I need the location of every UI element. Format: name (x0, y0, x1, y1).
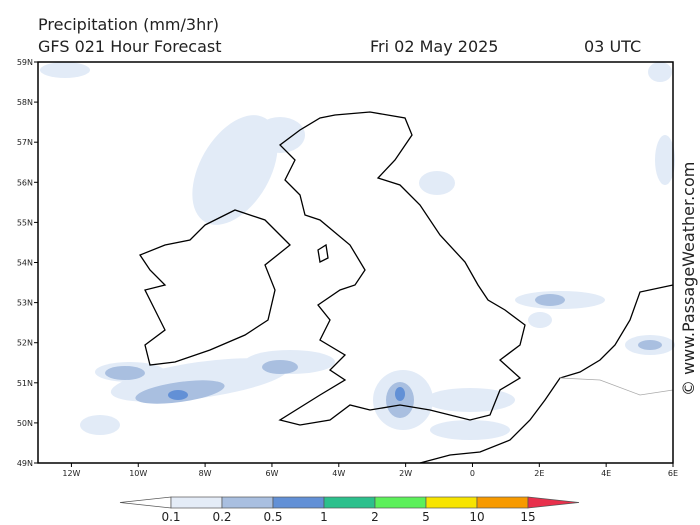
border (559, 377, 674, 396)
great-britain (278, 111, 526, 426)
lon-label: 6E (668, 469, 678, 478)
colorbar-label: 5 (422, 510, 430, 524)
lon-label: 10W (129, 469, 147, 478)
date: Fri 02 May 2025 (370, 37, 498, 56)
colorbar-label: 0.5 (263, 510, 282, 524)
lat-label: 50N (17, 419, 33, 428)
lat-label: 52N (17, 339, 33, 348)
lat-label: 49N (17, 459, 33, 468)
colorbar-cell (374, 496, 427, 509)
colorbar-cell (272, 496, 325, 509)
ireland (139, 209, 291, 366)
colorbar-label: 2 (371, 510, 379, 524)
lon-label: 6W (265, 469, 278, 478)
colorbar-cell (170, 496, 223, 509)
sea (38, 62, 673, 463)
isle-of-man (317, 243, 329, 263)
colorbar-cell (323, 496, 376, 509)
lon-label: 12W (62, 469, 80, 478)
colorbar-cell (425, 496, 478, 509)
title: Precipitation (mm/3hr) (38, 15, 219, 34)
lat-label: 51N (17, 379, 33, 388)
lon-label: 4W (332, 469, 345, 478)
lat-label: 56N (17, 178, 33, 187)
colorbar-label: 0.1 (161, 510, 180, 524)
lat-label: 53N (17, 299, 33, 308)
colorbar-high (527, 496, 580, 509)
lat-label: 57N (17, 138, 33, 147)
colorbar: 0.1 0.2 0.5 1 2 5 10 15 (119, 496, 580, 524)
lon-label: 4E (601, 469, 611, 478)
colorbar-label: 1 (320, 510, 328, 524)
lat-label: 55N (17, 218, 33, 227)
lat-label: 59N (17, 58, 33, 67)
colorbar-label: 0.2 (212, 510, 231, 524)
colorbar-label: 15 (520, 510, 535, 524)
lat-label: 54N (17, 259, 33, 268)
colorbar-cell (221, 496, 274, 509)
lon-label: 8W (199, 469, 212, 478)
lon-label: 0 (470, 469, 475, 478)
precip-heavy (168, 387, 405, 401)
lat-label: 58N (17, 98, 33, 107)
colorbar-cell (476, 496, 529, 509)
time: 03 UTC (584, 37, 641, 56)
forecast: GFS 021 Hour Forecast (38, 37, 222, 56)
colorbar-label: 10 (469, 510, 484, 524)
lon-label: 2E (534, 469, 544, 478)
credit: © www.PassageWeather.com (679, 162, 698, 396)
lon-label: 2W (399, 469, 412, 478)
map (37, 61, 675, 464)
